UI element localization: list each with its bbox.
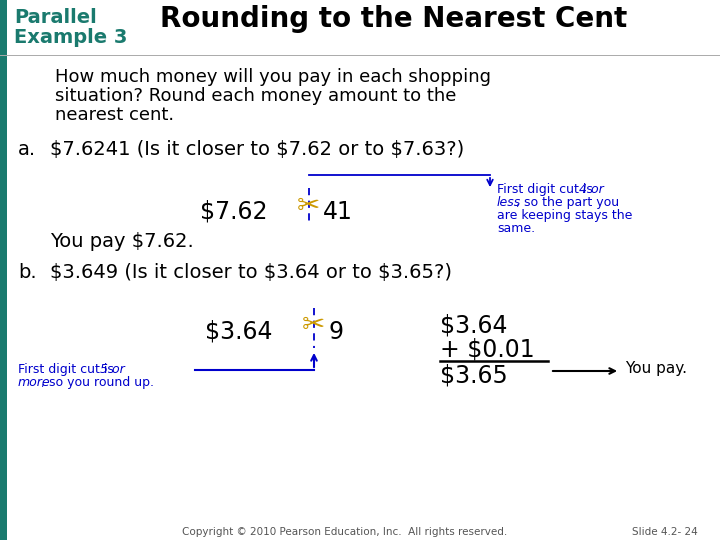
Text: Rounding to the Nearest Cent: Rounding to the Nearest Cent (160, 5, 627, 33)
Text: are keeping stays the: are keeping stays the (497, 209, 632, 222)
Text: Copyright © 2010 Pearson Education, Inc.  All rights reserved.: Copyright © 2010 Pearson Education, Inc.… (182, 527, 508, 537)
Text: Example 3: Example 3 (14, 28, 127, 47)
Text: 9: 9 (328, 320, 343, 344)
Text: less: less (497, 196, 521, 209)
Text: $3.64: $3.64 (440, 313, 508, 337)
Text: more: more (18, 376, 50, 389)
Text: ✂: ✂ (297, 192, 320, 220)
Text: same.: same. (497, 222, 535, 235)
Text: How much money will you pay in each shopping: How much money will you pay in each shop… (55, 68, 491, 86)
Text: situation? Round each money amount to the: situation? Round each money amount to th… (55, 87, 456, 105)
Text: , so the part you: , so the part you (516, 196, 619, 209)
Text: + $0.01: + $0.01 (440, 338, 535, 362)
Text: $3.64: $3.64 (205, 320, 272, 344)
Text: ✂: ✂ (302, 311, 325, 339)
Text: a.: a. (18, 140, 36, 159)
Text: You pay $7.62.: You pay $7.62. (50, 232, 194, 251)
Text: , so you round up.: , so you round up. (41, 376, 154, 389)
Text: 4 or: 4 or (579, 183, 604, 196)
Text: Parallel: Parallel (14, 8, 96, 27)
Text: $3.649 (Is it closer to $3.64 or to $3.65?): $3.649 (Is it closer to $3.64 or to $3.6… (50, 263, 452, 282)
Text: First digit cut is: First digit cut is (497, 183, 597, 196)
Text: nearest cent.: nearest cent. (55, 106, 174, 124)
Text: $7.62: $7.62 (200, 200, 268, 224)
Text: 5 or: 5 or (100, 363, 125, 376)
Text: Slide 4.2- 24: Slide 4.2- 24 (632, 527, 698, 537)
Text: $7.6241 (Is it closer to $7.62 or to $7.63?): $7.6241 (Is it closer to $7.62 or to $7.… (50, 140, 464, 159)
Text: $3.65: $3.65 (440, 363, 508, 387)
Text: b.: b. (18, 263, 37, 282)
Text: First digit cut is: First digit cut is (18, 363, 118, 376)
Bar (0, 0, 7, 540)
Text: You pay.: You pay. (625, 361, 687, 375)
Text: 41: 41 (323, 200, 353, 224)
